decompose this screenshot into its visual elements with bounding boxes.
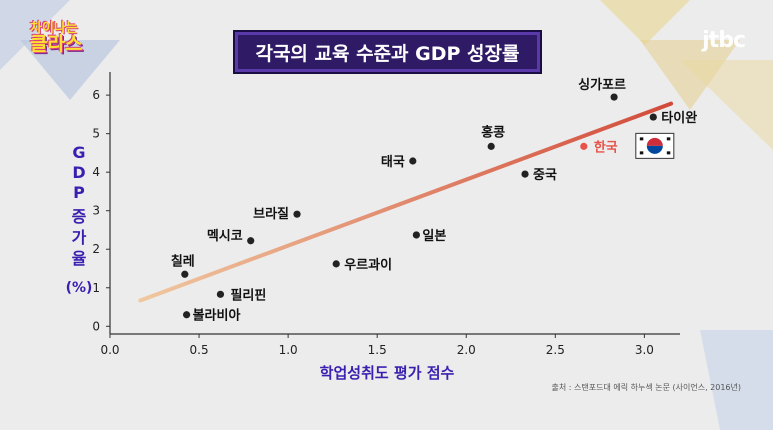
y-axis-label-part: P: [73, 183, 85, 202]
data-point-label: 태국: [381, 155, 405, 170]
data-point-label: 홍콩: [481, 124, 505, 140]
y-tick-label: 6: [92, 88, 100, 102]
y-axis-label-part: (%): [66, 280, 93, 296]
y-axis-label-part: D: [72, 163, 85, 182]
data-point-label: 브라질: [253, 206, 289, 222]
flag-taeguk-top: [646, 137, 663, 146]
data-point-label: 한국: [594, 139, 618, 155]
chart-title-banner: 각국의 교육 수준과 GDP 성장률: [233, 30, 542, 74]
y-tick-label: 3: [92, 204, 100, 218]
data-point-label: 중국: [533, 168, 557, 183]
flag-trigram: [639, 137, 644, 141]
flag-trigram: [666, 137, 671, 141]
y-tick-label: 5: [92, 127, 100, 141]
show-logo-line2: 클라스: [30, 33, 83, 55]
x-tick-label: 2.0: [457, 343, 476, 357]
channel-logo: jtbc: [702, 28, 746, 53]
source-note: 출처 : 스탠포드대 에릭 하누섹 논문 (사이언스, 2016년): [551, 383, 741, 392]
data-point-label: 칠레: [171, 253, 195, 269]
data-point-label: 필리핀: [230, 287, 266, 303]
x-axis-label: 학업성취도 평가 점수: [320, 364, 455, 382]
x-tick-label: 3.0: [635, 343, 654, 357]
x-tick-label: 1.5: [368, 343, 387, 357]
y-tick-label: 4: [92, 165, 100, 179]
data-point: [487, 142, 495, 150]
data-point-label: 일본: [422, 229, 446, 244]
data-point: [332, 260, 340, 268]
axes: 0.0 0.5 1.0 1.5 2.0 2.5 3.0 0 1 2 3 4 5 6: [92, 72, 680, 357]
flag-taeguk-bottom: [646, 145, 663, 154]
show-logo-line1: 차이나는: [30, 21, 78, 36]
data-point-label: 우르과이: [344, 257, 392, 273]
data-point-label: 싱가포르: [578, 78, 626, 93]
data-point: [409, 157, 417, 165]
korea-flag-icon: [635, 132, 675, 159]
data-point: [182, 311, 191, 319]
data-point-label: 볼라비아: [193, 308, 241, 324]
y-tick-label: 0: [92, 319, 100, 333]
y-axis-label-part: 율: [72, 249, 87, 268]
data-point: [247, 237, 255, 245]
flag-trigram: [666, 151, 671, 155]
trend-line: [138, 101, 674, 303]
trendline-group: [138, 101, 674, 303]
data-point: [216, 290, 225, 298]
data-point: [521, 170, 529, 178]
data-point: [412, 231, 420, 239]
chart-title: 각국의 교육 수준과 GDP 성장률: [255, 42, 520, 65]
data-point: [649, 113, 657, 121]
data-point: [181, 270, 189, 278]
x-tick-label: 1.0: [279, 343, 298, 357]
flag-trigram: [639, 151, 644, 155]
data-point: [610, 93, 618, 101]
data-point: [580, 142, 588, 150]
show-logo: 차이나는 클라스: [30, 22, 82, 54]
y-axis-label-part: G: [72, 143, 85, 162]
x-tick-label: 2.5: [546, 343, 565, 357]
y-axis-label-part: 가: [72, 228, 87, 247]
data-point-label: 멕시코: [207, 228, 243, 244]
data-point-label: 타이완: [661, 110, 697, 126]
y-tick-label: 1: [92, 281, 100, 295]
data-point: [293, 210, 301, 218]
x-tick-label: 0.0: [100, 343, 119, 357]
y-tick-label: 2: [92, 242, 100, 256]
y-axis-label-part: 증: [72, 207, 87, 226]
x-tick-label: 0.5: [190, 343, 209, 357]
